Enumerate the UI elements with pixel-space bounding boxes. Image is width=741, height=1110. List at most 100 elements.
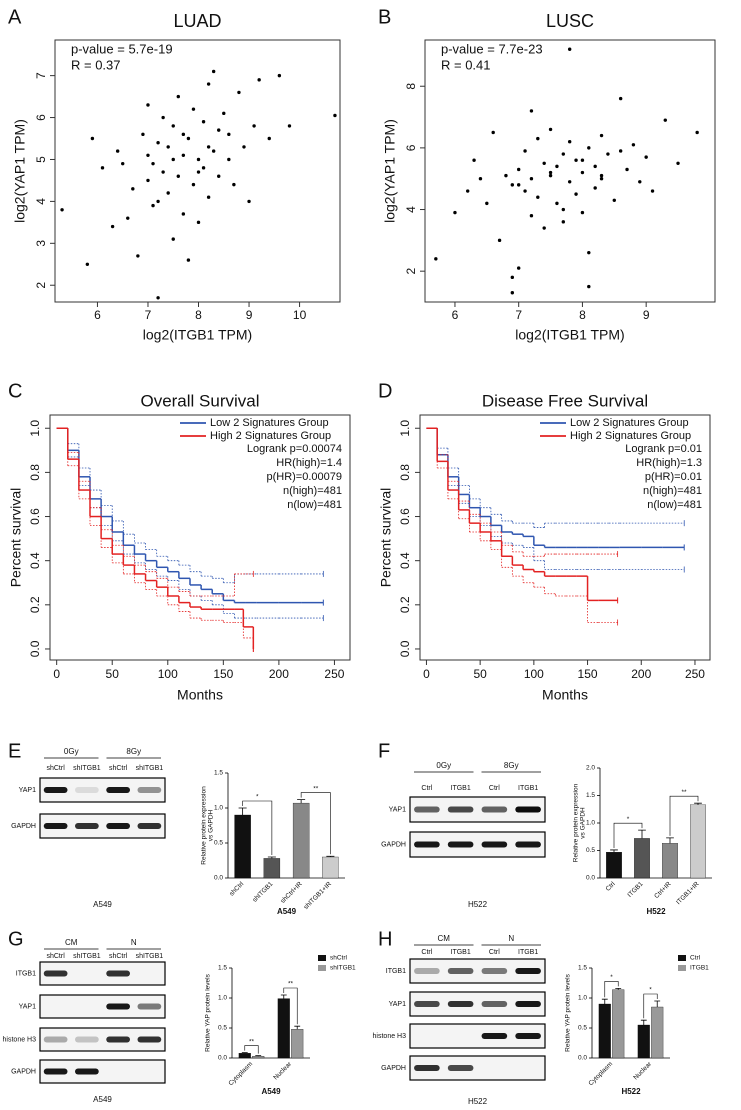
y-axis-label: Relative protein expression [201, 786, 208, 865]
point [561, 207, 566, 212]
blot-lane-label: Ctrl [489, 949, 500, 956]
blot-band [43, 1036, 68, 1043]
blot-band [137, 1036, 162, 1043]
error-bar [638, 829, 646, 839]
panel-label: B [378, 6, 391, 28]
x-tick-label: 7 [145, 308, 152, 322]
y-axis-label: Relative YAP protein levels [565, 973, 572, 1051]
bar [234, 814, 251, 879]
point [599, 133, 604, 138]
blot-band [137, 823, 162, 829]
blot-band [447, 1001, 474, 1007]
blot-group-label: 8Gy [504, 761, 519, 770]
blot-band [414, 968, 440, 974]
point [237, 90, 241, 95]
point [542, 226, 546, 230]
significance-bracket [613, 822, 643, 848]
point [631, 143, 636, 147]
y-axis-label: Percent survival [8, 488, 24, 588]
x-tick-label: shITGB1+IR [303, 880, 334, 911]
blot-band [43, 787, 68, 793]
chart-title: A549 [261, 1087, 281, 1096]
panel-label: D [378, 380, 392, 402]
x-axis-label: log2(ITGB1 TPM) [515, 327, 624, 343]
panel-label: H [378, 928, 392, 950]
point [191, 182, 196, 187]
significance-bracket [244, 1045, 259, 1054]
x-tick-label: 9 [643, 308, 650, 322]
point [196, 157, 201, 162]
point [593, 164, 597, 169]
blot-row-label: histone H3 [3, 1036, 37, 1043]
blot-lane-label: Ctrl [421, 785, 432, 792]
point [156, 141, 160, 145]
point [156, 296, 160, 300]
point [257, 78, 261, 82]
blot-group-label: N [131, 938, 137, 947]
point [60, 208, 64, 212]
x-tick-label: 7 [515, 308, 522, 322]
x-tick-label: Ctrl [605, 880, 617, 892]
blot-lane-label: shCtrl [109, 765, 128, 772]
annotation: R = 0.37 [71, 57, 121, 72]
point [126, 216, 130, 220]
significance-bracket [242, 800, 273, 855]
point [247, 199, 251, 204]
point [110, 224, 115, 229]
x-tick-label: 9 [246, 308, 253, 322]
y-tick-label: 0.0 [578, 1055, 587, 1062]
blot-band [414, 806, 440, 813]
x-axis-label: Months [177, 687, 223, 703]
blot-lane-label: ITGB1 [451, 785, 471, 792]
point [151, 203, 155, 208]
blot-lane-label: shCtrl [46, 953, 65, 960]
bar [252, 1056, 265, 1059]
blot-band [106, 787, 130, 793]
point [267, 136, 271, 141]
point [580, 210, 585, 215]
y-tick-label: 4 [34, 198, 48, 205]
point [186, 258, 191, 262]
point [166, 145, 170, 149]
point [644, 155, 648, 159]
point [555, 201, 559, 206]
significance-bracket [300, 792, 331, 855]
point [176, 94, 180, 99]
point [206, 82, 211, 86]
x-tick-label: 100 [158, 667, 178, 681]
point [504, 173, 508, 178]
point [548, 170, 553, 175]
significance-label: * [610, 974, 613, 981]
y-tick-label: 4 [404, 206, 418, 213]
point [196, 220, 201, 225]
legend-label: ITGB1 [690, 965, 709, 972]
point [131, 187, 135, 191]
y-tick-label: 7 [34, 72, 48, 79]
blot-band [106, 970, 130, 977]
significance-bracket [643, 993, 658, 1019]
blot-row-frame [39, 1027, 166, 1052]
blot-lane-label: shITGB1 [136, 953, 164, 960]
bar [598, 1003, 611, 1059]
x-tick-label: 250 [685, 667, 705, 681]
point [548, 127, 553, 132]
y-tick-label: 0.5 [578, 1025, 587, 1032]
blot-row-label: YAP1 [19, 1003, 36, 1010]
significance-label: ** [681, 789, 687, 796]
stat-label: Logrank p=0.00074 [247, 443, 342, 455]
y-tick-label: 1.0 [398, 420, 412, 437]
blot-cell-line: H522 [468, 1097, 488, 1106]
blot-lane-label: shITGB1 [73, 765, 101, 772]
y-axis-label: log2(YAP1 TPM) [12, 119, 28, 223]
blot-lane-label: ITGB1 [518, 785, 538, 792]
blot-band [481, 806, 508, 813]
error-bar [654, 1000, 661, 1007]
blot-band [481, 968, 508, 974]
x-tick-label: shCtrl+IR [280, 880, 304, 904]
y-tick-label: 0.5 [214, 840, 223, 847]
blot-band [414, 1065, 440, 1071]
y-tick-label: 2 [34, 282, 48, 289]
blot-band [75, 1068, 99, 1075]
y-tick-label: 5 [34, 156, 48, 163]
blot-band [106, 823, 130, 829]
